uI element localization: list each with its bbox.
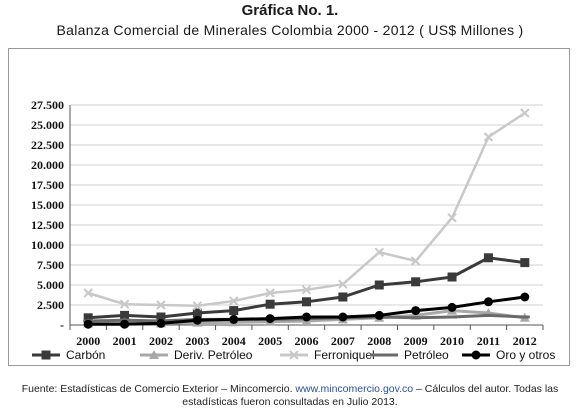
line-chart: - 2.500 5.000 7.500 10.000 12.500 15.000 17.500… (31, 98, 555, 362)
data-point (483, 297, 493, 307)
y-tick-label: 17.500 (31, 178, 64, 192)
legend-marker (289, 350, 299, 360)
data-point (229, 314, 239, 324)
y-tick-label: 15.000 (31, 198, 64, 212)
y-tick-label: 2.500 (37, 298, 64, 312)
source-text-cont: – Cálculos del autor. Todas las (416, 383, 559, 395)
data-point (447, 302, 457, 312)
data-point (265, 314, 275, 324)
data-point (120, 310, 130, 320)
data-point (447, 213, 457, 223)
data-point (83, 319, 93, 329)
data-point (447, 272, 457, 282)
data-point (338, 312, 348, 322)
data-point (410, 256, 421, 266)
data-point (265, 299, 275, 309)
x-tick-label: 2012 (513, 334, 537, 348)
data-point (156, 300, 166, 310)
legend-marker (471, 350, 481, 360)
data-point (83, 313, 93, 323)
data-point (156, 312, 166, 322)
data-point (411, 306, 421, 316)
chart-frame (8, 48, 570, 366)
data-point (229, 306, 239, 316)
chart-subtitle: Balanza Comercial de Minerales Colombia … (56, 22, 524, 38)
legend-marker (149, 350, 159, 359)
data-point (374, 247, 384, 257)
data-point (374, 280, 384, 290)
legend-marker (41, 350, 51, 360)
data-point (338, 279, 348, 289)
data-point (483, 132, 494, 142)
source-date: estadísticas fueron consultadas en Julio… (182, 396, 398, 408)
y-tick-label: 27.500 (31, 98, 64, 112)
y-tick-label: 7.500 (37, 258, 64, 272)
y-tick-label: 20.000 (31, 158, 64, 172)
x-tick-label: 2006 (295, 334, 319, 348)
y-tick-label: 22.500 (31, 138, 64, 152)
data-point (302, 312, 311, 322)
x-tick-label: 2005 (258, 334, 282, 348)
data-point (120, 319, 130, 329)
legend-label: Oro y otros (496, 348, 555, 362)
source-note: Fuente: Estadísticas de Comercio Exterio… (0, 383, 580, 409)
chart-title: Gráfica No. 1. (241, 2, 339, 19)
legend-label: Deriv. Petróleo (174, 348, 253, 362)
y-tick-label: 12.500 (31, 218, 64, 232)
data-point (301, 285, 312, 295)
data-point (156, 318, 166, 328)
data-point (338, 292, 348, 302)
x-tick-label: 2009 (404, 334, 428, 348)
data-point (229, 296, 239, 306)
data-point (192, 308, 202, 318)
x-tick-label: 2004 (222, 334, 246, 348)
x-tick-label: 2003 (185, 334, 209, 348)
x-tick-label: 2008 (367, 334, 391, 348)
legend-label: Ferroniquel (314, 348, 375, 362)
y-tick-label: 10.000 (31, 238, 64, 252)
x-tick-label: 2000 (76, 334, 100, 348)
y-tick-label: 5.000 (37, 278, 64, 292)
series-line-0 (88, 256, 526, 320)
x-tick-label: 2010 (440, 334, 464, 348)
data-point (83, 288, 93, 298)
y-tick-label: 25.000 (31, 118, 64, 132)
data-point (302, 297, 311, 307)
x-tick-label: 2011 (477, 334, 500, 348)
data-point (520, 258, 530, 268)
data-point (520, 108, 530, 118)
series-line-2 (87, 111, 526, 308)
legend-label: Petróleo (404, 348, 449, 362)
data-point (374, 310, 384, 320)
x-tick-label: 2007 (331, 334, 355, 348)
data-point (265, 288, 275, 298)
x-tick-label: 2002 (149, 334, 173, 348)
data-point (192, 301, 203, 311)
data-point (483, 253, 493, 263)
data-point (119, 299, 130, 309)
x-tick-label: 2001 (113, 334, 137, 348)
source-link[interactable]: www.mincomercio.gov.co (295, 383, 414, 395)
y-tick-label: - (60, 318, 64, 332)
legend-label: Carbón (66, 348, 105, 362)
data-point (192, 315, 202, 325)
source-text: Fuente: Estadísticas de Comercio Exterio… (21, 383, 293, 395)
data-point (411, 277, 421, 287)
data-point (520, 292, 530, 302)
